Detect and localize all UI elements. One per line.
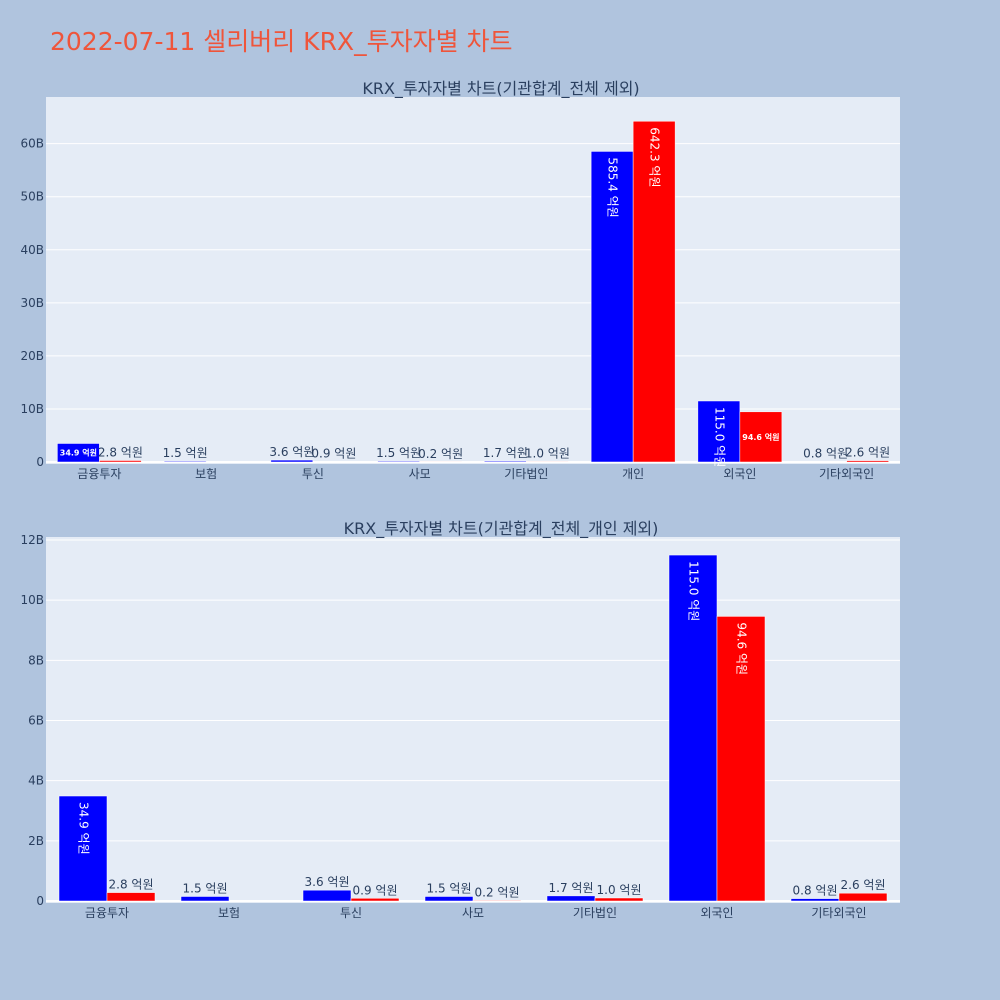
x-tick-label: 투신	[302, 467, 324, 481]
x-tick-label: 기타외국인	[819, 467, 874, 481]
bar	[424, 896, 474, 902]
data-label: 0.2 억원	[418, 447, 463, 461]
y-tick-label: 2B	[28, 834, 44, 848]
x-tick-label: 기타법인	[504, 467, 548, 481]
y-tick-label: 10B	[20, 402, 44, 416]
bar	[739, 411, 783, 463]
data-label: 1.5 억원	[376, 446, 421, 460]
bar	[668, 554, 718, 902]
y-tick-label: 40B	[20, 243, 44, 257]
x-tick-label: 사모	[409, 467, 431, 481]
y-tick-label: 30B	[20, 296, 44, 310]
x-tick-label: 금융투자	[77, 467, 121, 481]
x-tick-label: 투신	[340, 906, 362, 920]
y-tick-label: 50B	[20, 190, 44, 204]
bar	[106, 892, 156, 902]
chart-title: KRX_투자자별 차트(기관합계_전체 제외)	[362, 79, 639, 99]
x-tick-label: 외국인	[723, 467, 756, 481]
bar	[546, 895, 596, 902]
plot-area	[46, 97, 900, 464]
data-label: 2.8 억원	[98, 446, 143, 460]
x-tick-label: 사모	[462, 906, 484, 920]
x-tick-label: 보험	[218, 906, 240, 920]
y-tick-label: 6B	[28, 714, 44, 728]
data-label: 2.6 억원	[845, 446, 890, 460]
chart-top: KRX_투자자별 차트(기관합계_전체 제외) 0 10B 20B 30B 40B 50B 6…	[20, 79, 900, 481]
x-tick-label: 보험	[195, 467, 217, 481]
y-tick-label: 10B	[20, 593, 44, 607]
bar	[302, 889, 352, 902]
bar	[350, 898, 400, 902]
data-label: 3.6 억원	[305, 875, 350, 889]
bar	[99, 460, 142, 463]
y-tick-label: 12B	[20, 533, 44, 547]
bar	[594, 897, 644, 902]
bar	[697, 400, 741, 463]
y-tick-label: 0	[36, 455, 44, 469]
data-label: 115.0 억원	[687, 561, 701, 621]
data-label: 0.8 억원	[793, 884, 838, 898]
y-tick-label: 20B	[20, 349, 44, 363]
bar	[377, 460, 420, 463]
data-label: 0.9 억원	[353, 883, 398, 897]
bar	[270, 459, 314, 463]
bar	[846, 460, 889, 463]
bar	[163, 460, 207, 463]
bar	[838, 892, 888, 902]
data-label: 1.7 억원	[483, 446, 528, 460]
x-tick-label: 외국인	[700, 906, 733, 920]
data-label: 2.8 억원	[109, 878, 154, 892]
y-tick-label: 4B	[28, 774, 44, 788]
bar	[484, 460, 527, 463]
bar	[632, 120, 676, 463]
page-title: 2022-07-11 셀리버리 KRX_투자자별 차트	[50, 27, 513, 56]
data-label: 0.9 억원	[311, 447, 356, 461]
bar	[716, 616, 766, 902]
data-label: 34.9 억원	[77, 802, 91, 855]
bar	[790, 898, 840, 902]
y-tick-label: 8B	[28, 653, 44, 667]
data-label: 1.5 억원	[163, 446, 208, 460]
data-label: 34.9 억원	[60, 448, 97, 458]
bar	[472, 900, 522, 902]
data-label: 1.5 억원	[183, 881, 228, 895]
y-tick-label: 0	[36, 894, 44, 908]
data-label: 0.8 억원	[803, 447, 848, 461]
data-label: 94.6 억원	[742, 432, 779, 442]
data-label: 585.4 억원	[606, 157, 620, 217]
y-tick-label: 60B	[20, 137, 44, 151]
data-label: 2.6 억원	[841, 878, 886, 892]
data-label: 1.5 억원	[427, 881, 472, 895]
data-label: 1.0 억원	[525, 446, 570, 460]
data-label: 3.6 억원	[269, 445, 314, 459]
bar	[590, 151, 634, 463]
data-label: 94.6 억원	[735, 622, 749, 675]
bar	[57, 443, 100, 463]
x-tick-label: 금융투자	[85, 906, 129, 920]
data-label: 115.0 억원	[712, 407, 726, 467]
data-label: 0.2 억원	[475, 885, 520, 899]
bar	[180, 896, 230, 902]
bar	[58, 795, 108, 902]
chart-title: KRX_투자자별 차트(기관합계_전체_개인 제외)	[344, 519, 659, 539]
x-tick-label: 기타외국인	[811, 906, 866, 920]
bar	[526, 461, 569, 463]
x-tick-label: 개인	[622, 467, 644, 481]
plot-area	[46, 537, 900, 903]
data-label: 1.0 억원	[597, 883, 642, 897]
data-label: 1.7 억원	[549, 881, 594, 895]
chart-bottom: KRX_투자자별 차트(기관합계_전체_개인 제외) 0 2B 4B 6B 8B 10B 12…	[20, 519, 900, 920]
data-label: 642.3 억원	[648, 127, 662, 187]
x-tick-label: 기타법인	[573, 906, 617, 920]
